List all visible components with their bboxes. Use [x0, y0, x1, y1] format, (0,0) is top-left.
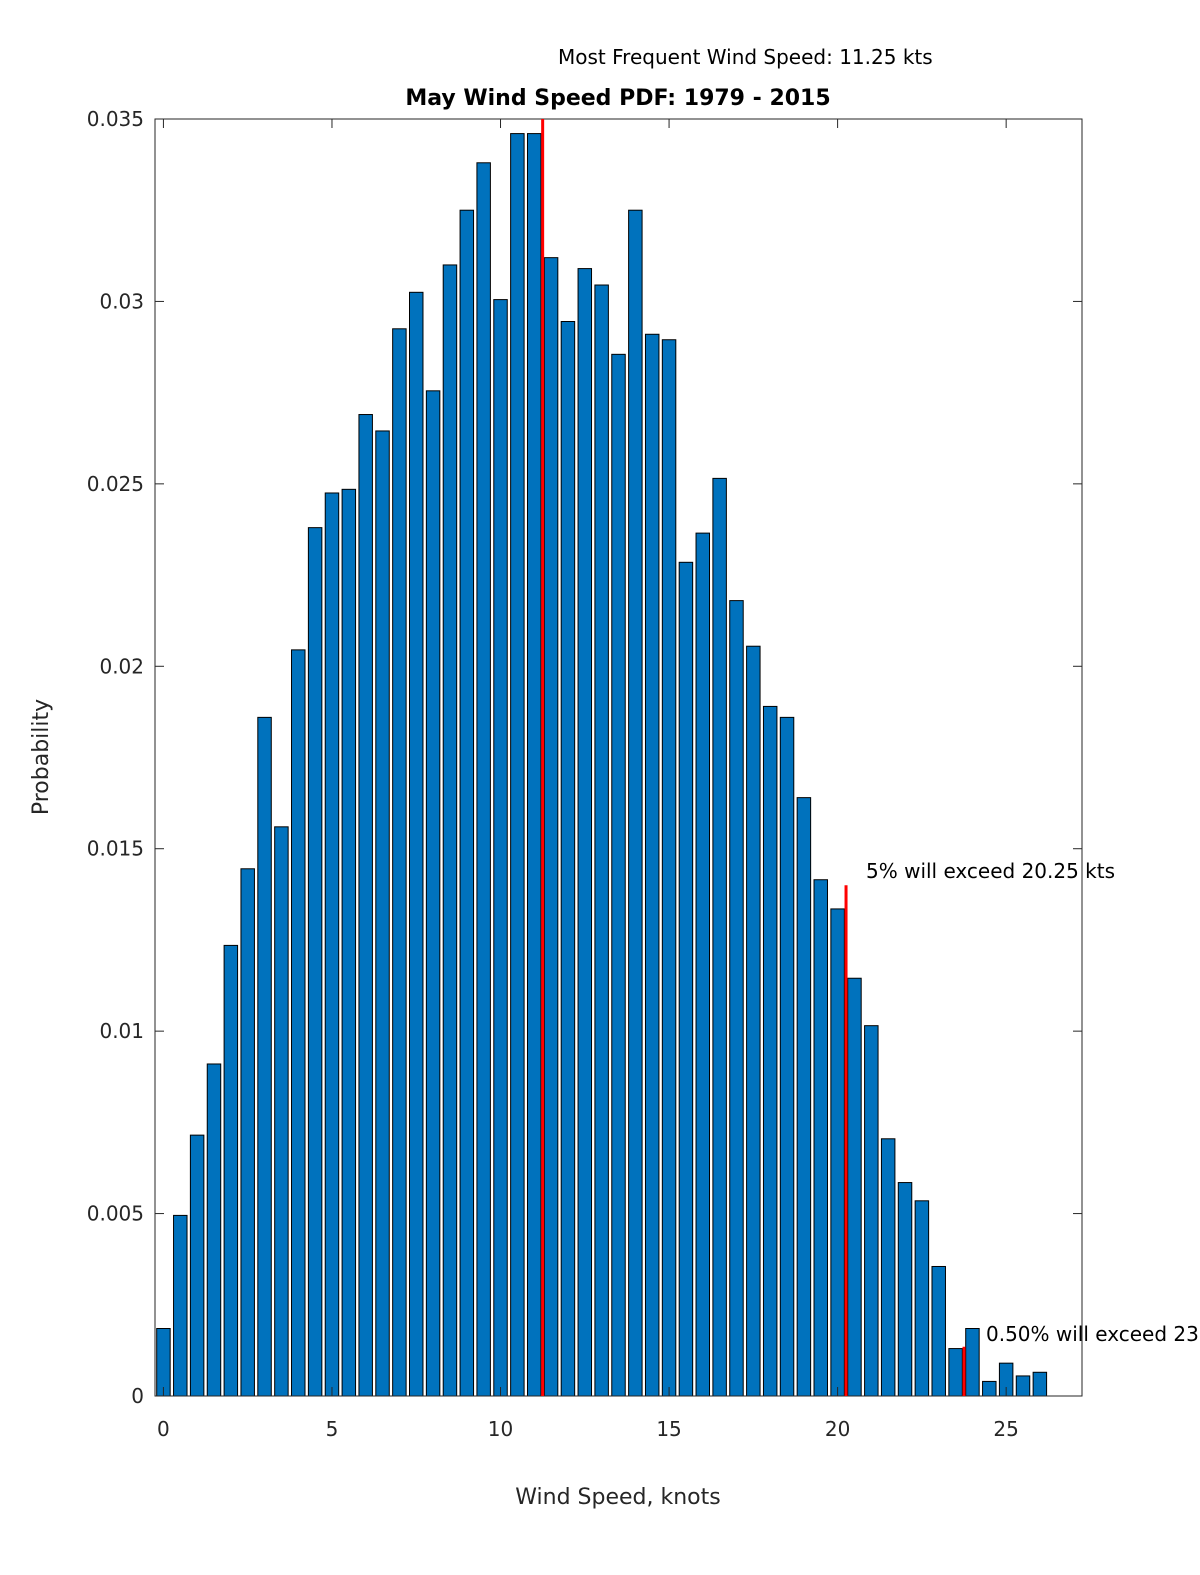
bar: [779, 716, 795, 1397]
bar: [661, 339, 677, 1397]
x-tick-label: 0: [157, 1417, 170, 1441]
bar: [628, 209, 643, 1397]
bar: [560, 321, 576, 1397]
bar: [712, 477, 727, 1397]
bar: [510, 133, 525, 1397]
bar: [982, 1380, 997, 1397]
bar: [476, 162, 491, 1397]
y-tick-label: 0.015: [87, 837, 144, 861]
y-tick-label: 0.02: [99, 654, 144, 678]
bar: [1032, 1371, 1048, 1397]
bar: [459, 209, 475, 1397]
bar: [392, 328, 407, 1397]
mode-annotation: Most Frequent Wind Speed: 11.25 kts: [558, 45, 933, 69]
bar: [965, 1328, 980, 1397]
y-tick-label: 0.025: [87, 472, 144, 496]
bar: [914, 1200, 930, 1397]
y-tick-label: 0.035: [87, 107, 144, 131]
x-tick-label: 20: [825, 1417, 850, 1441]
bar: [813, 879, 828, 1397]
bar: [897, 1182, 913, 1397]
bar: [864, 1025, 879, 1397]
bar: [796, 797, 812, 1397]
y-tick-label: 0.03: [99, 289, 144, 313]
bar: [762, 705, 778, 1397]
bar: [695, 532, 711, 1397]
ticks-group: 0 5 10 15 20 25 0 0.005 0.01 0.015 0.02 0.025 0.03 0.…: [87, 107, 1082, 1441]
bar: [847, 977, 862, 1397]
bar: [880, 1138, 896, 1397]
y-tick-label: 0.01: [99, 1019, 144, 1043]
bar: [324, 492, 340, 1397]
bar: [206, 1063, 222, 1397]
bar: [931, 1265, 946, 1397]
bar: [156, 1328, 171, 1397]
bar: [307, 527, 323, 1397]
x-axis-label: Wind Speed, knots: [515, 1485, 720, 1510]
bar: [375, 430, 390, 1397]
x-tick-label: 10: [488, 1417, 513, 1441]
y-axis-label: Probability: [29, 699, 54, 815]
bar: [594, 284, 609, 1397]
bar: [543, 257, 559, 1397]
bar: [948, 1348, 963, 1397]
bar: [830, 908, 845, 1397]
bar: [189, 1134, 205, 1397]
y-tick-label: 0.005: [87, 1202, 144, 1226]
x-tick-label: 25: [993, 1417, 1018, 1441]
chart-title: May Wind Speed PDF: 1979 - 2015: [405, 86, 830, 111]
bar: [358, 414, 373, 1397]
vlines-group: [541, 119, 966, 1396]
bar: [678, 561, 694, 1397]
bar: [425, 390, 441, 1397]
x-tick-label: 15: [656, 1417, 681, 1441]
bar: [223, 944, 239, 1397]
plot-area-frame: [154, 118, 1083, 1397]
bar: [341, 488, 357, 1397]
bar: [442, 264, 458, 1397]
bar: [526, 133, 542, 1397]
p995-annotation: 0.50% will exceed 23.75 kts: [986, 1322, 1200, 1346]
bar: [1015, 1375, 1031, 1397]
bar: [611, 353, 626, 1397]
p95-annotation: 5% will exceed 20.25 kts: [866, 859, 1115, 883]
bar: [746, 645, 761, 1397]
bars-group: [156, 133, 1048, 1397]
bar: [729, 600, 744, 1397]
bar: [257, 716, 272, 1397]
bar: [577, 268, 593, 1397]
x-tick-label: 5: [326, 1417, 339, 1441]
bar: [240, 868, 255, 1397]
bar: [493, 299, 508, 1397]
bar: [274, 826, 289, 1397]
bar: [291, 649, 306, 1397]
bar: [173, 1214, 188, 1397]
bar: [409, 291, 424, 1397]
bar: [644, 333, 660, 1397]
y-tick-label: 0: [131, 1384, 144, 1408]
